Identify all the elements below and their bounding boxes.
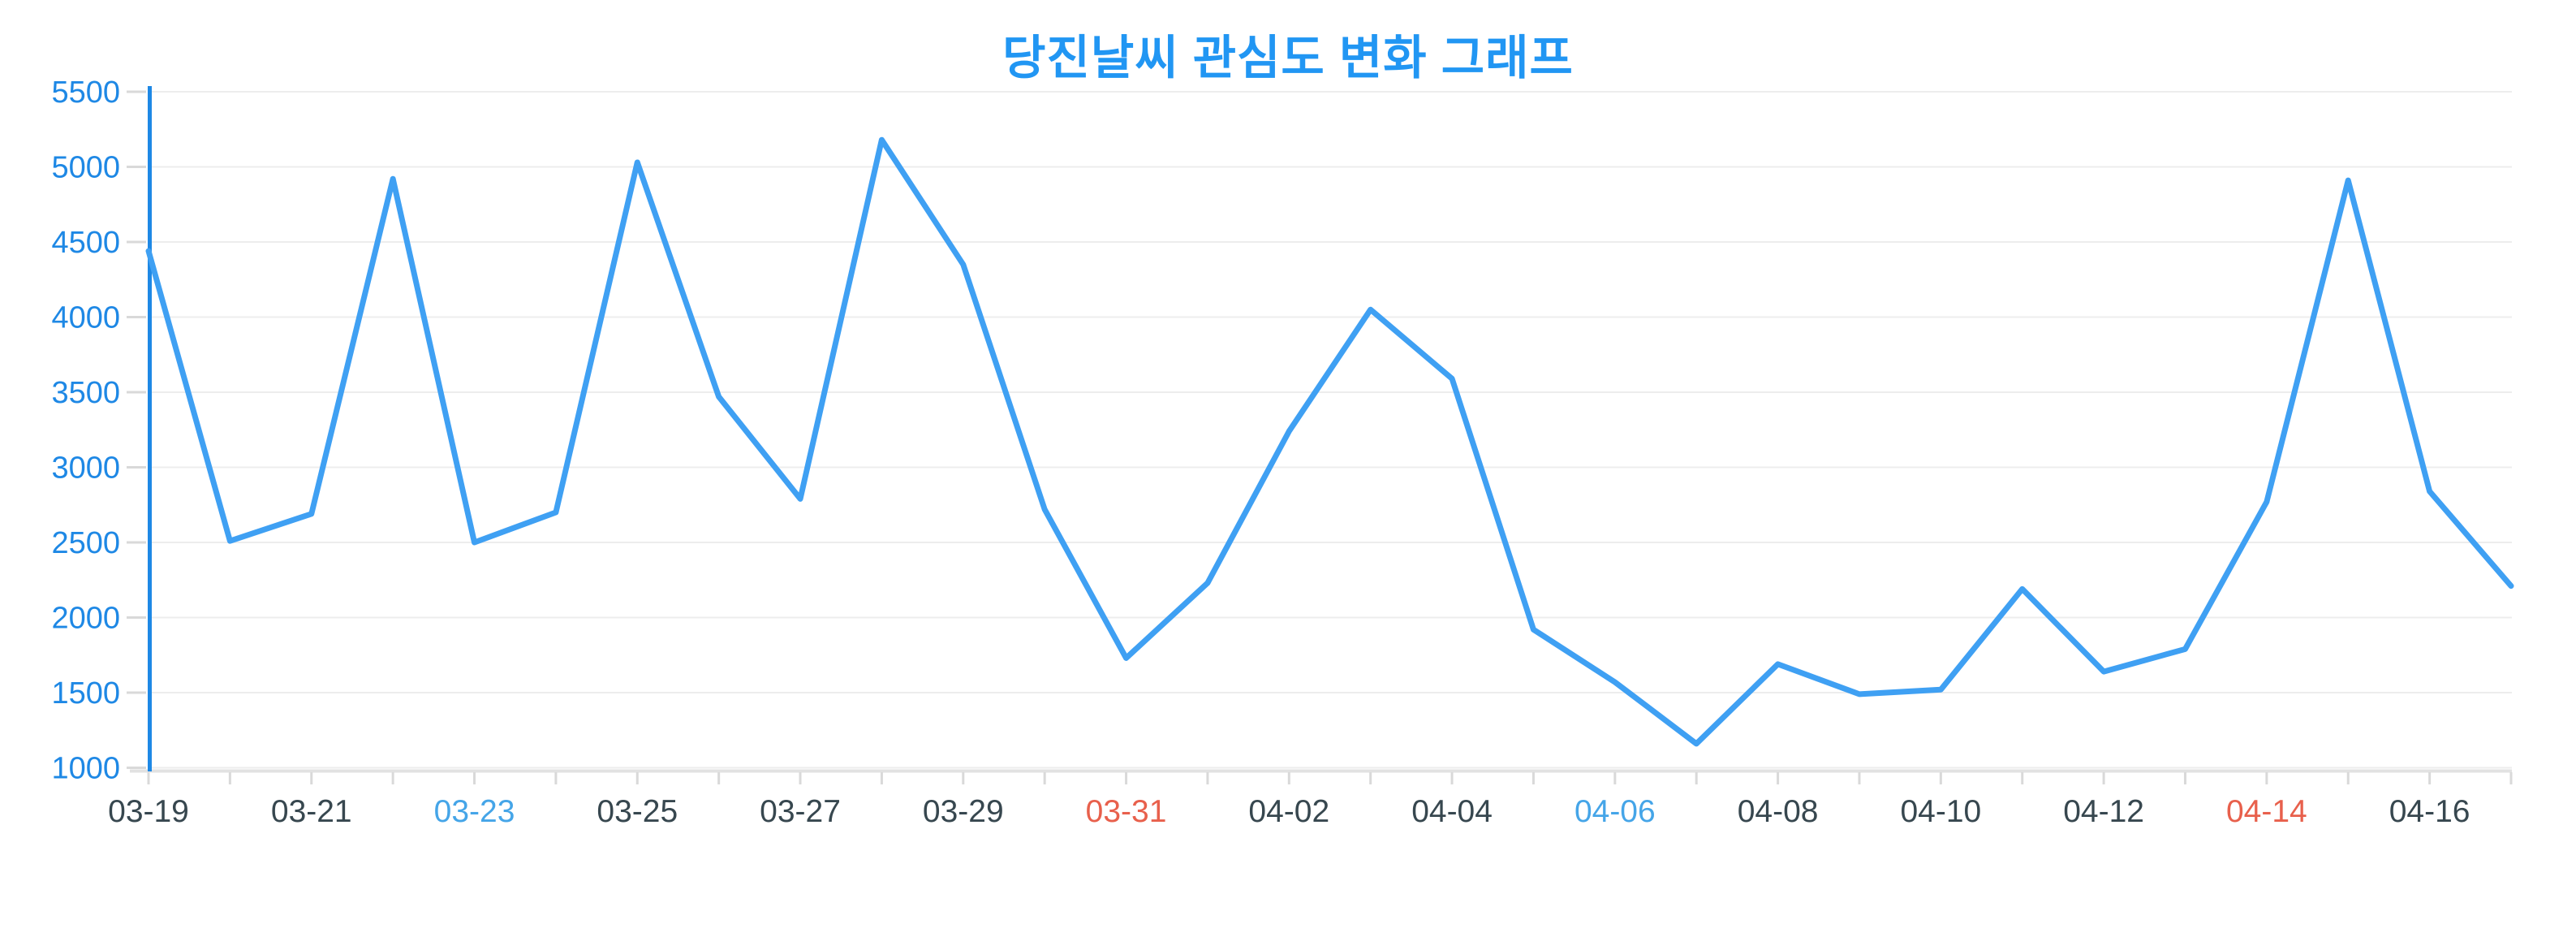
chart-title: 당진날씨 관심도 변화 그래프 xyxy=(1002,32,1574,84)
y-axis-label: 3500 xyxy=(51,376,120,410)
y-axis-label: 2000 xyxy=(51,602,120,636)
y-axis-label: 3000 xyxy=(51,451,120,486)
y-axis-label: 5000 xyxy=(51,151,120,185)
x-axis-label: 03-23 xyxy=(434,794,515,829)
y-axis-label: 5500 xyxy=(51,76,120,110)
x-axis-label: 03-19 xyxy=(108,794,189,829)
series-line xyxy=(145,136,2514,747)
x-axis-label: 04-08 xyxy=(1738,794,1819,829)
x-axis-label: 04-10 xyxy=(1900,794,1981,829)
x-axis-label: 03-21 xyxy=(271,794,352,829)
x-axis-label: 04-02 xyxy=(1248,794,1329,829)
y-axis-label: 4500 xyxy=(51,226,120,260)
x-axis-label: 03-31 xyxy=(1086,794,1167,829)
x-axis-label: 04-06 xyxy=(1574,794,1656,829)
x-axis-label: 04-12 xyxy=(2063,794,2144,829)
x-axis-label: 03-29 xyxy=(923,794,1004,829)
x-axis-label: 03-25 xyxy=(597,794,678,829)
y-axis-label: 2500 xyxy=(51,526,120,560)
y-axis-label: 1500 xyxy=(51,676,120,711)
y-axis-label: 1000 xyxy=(51,752,120,786)
y-axis-label: 4000 xyxy=(51,301,120,335)
x-axis-label: 04-16 xyxy=(2389,794,2470,829)
x-axis-label: 04-04 xyxy=(1411,794,1493,829)
x-axis-label: 04-14 xyxy=(2226,794,2307,829)
x-axis-label: 03-27 xyxy=(760,794,841,829)
